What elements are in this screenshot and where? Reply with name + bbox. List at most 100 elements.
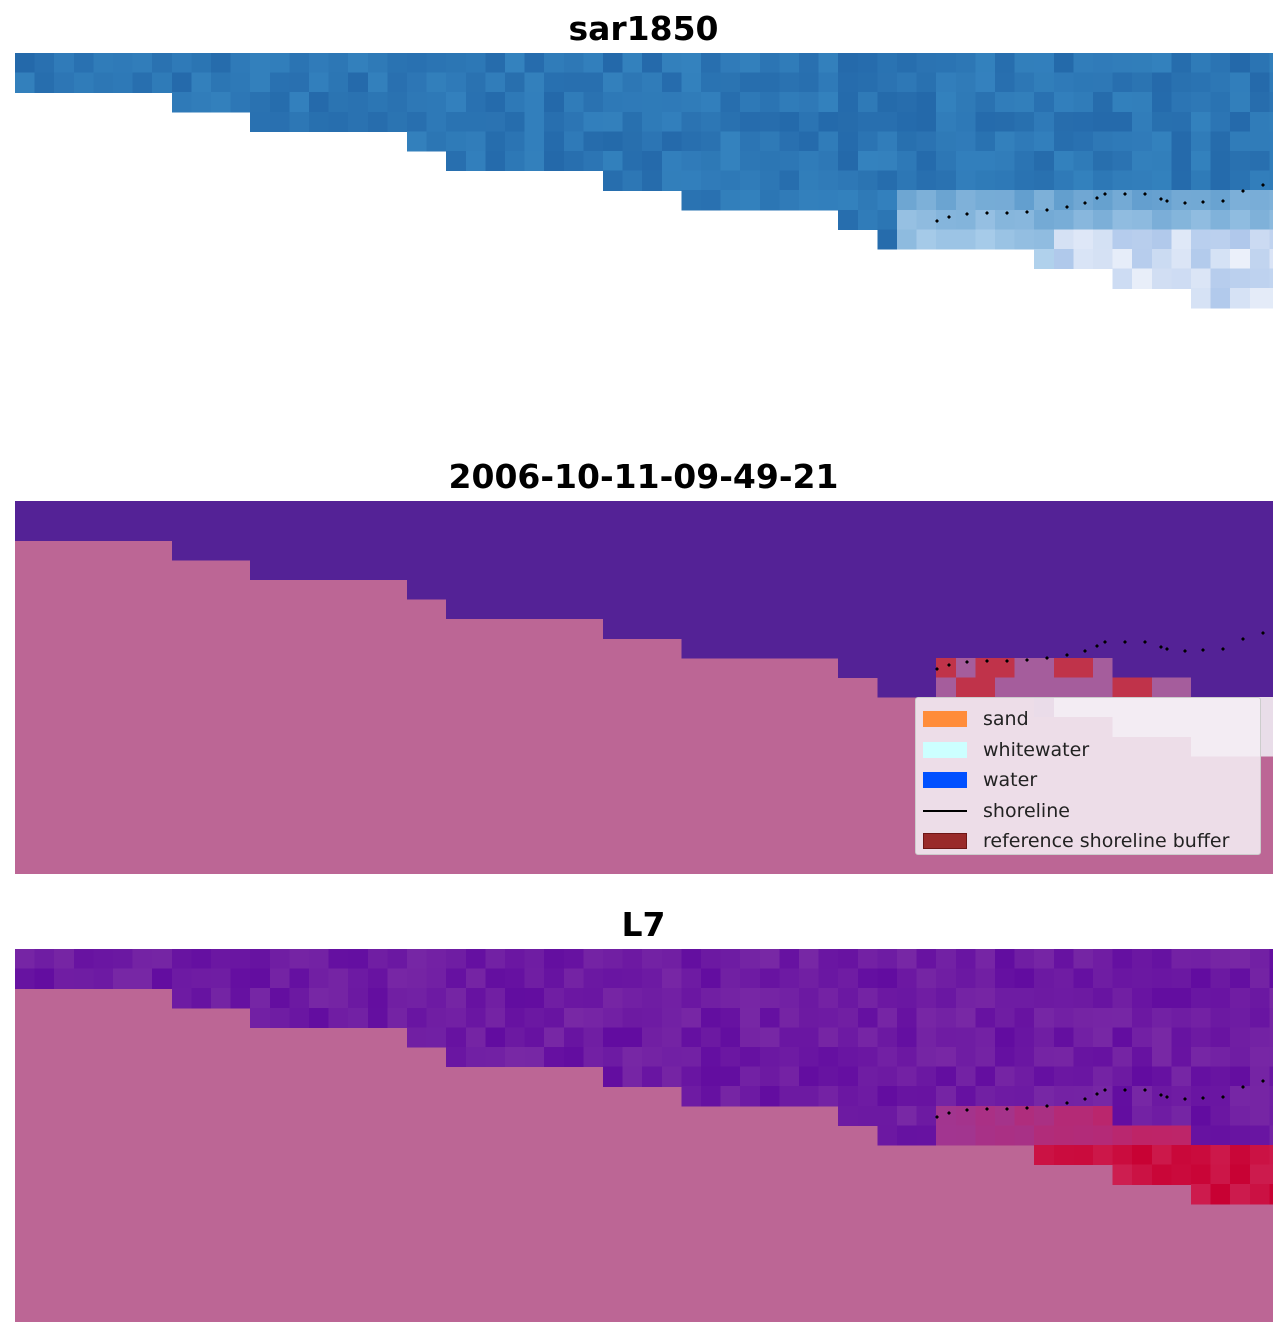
image-pixel [1171,151,1192,172]
image-pixel [544,599,565,620]
image-pixel [759,559,780,580]
image-pixel [720,599,741,620]
image-pixel [152,501,173,522]
shoreline-point [985,659,989,663]
image-pixel [1073,579,1094,600]
image-pixel [132,72,153,93]
image-pixel [1132,268,1153,289]
image-pixel [465,1047,486,1068]
image-pixel [857,501,878,522]
image-pixel [642,151,663,172]
image-pixel [1034,72,1055,93]
image-pixel [1210,1125,1231,1146]
image-pixel [34,72,55,93]
image-pixel [838,92,859,113]
image-pixel [877,618,898,639]
image-pixel [622,53,643,74]
image-pixel [897,540,918,561]
image-pixel [916,92,937,113]
image-pixel [1112,520,1133,541]
image-pixel [1034,1047,1055,1068]
image-pixel [250,53,271,74]
shoreline-point [1165,199,1169,203]
image-pixel [1191,1066,1212,1087]
image-pixel [838,657,859,678]
image-pixel [1151,1105,1172,1126]
image-pixel [799,599,820,620]
image-pixel [544,501,565,522]
image-pixel [642,170,663,191]
image-pixel [289,53,310,74]
image-pixel [877,111,898,132]
image-pixel [779,968,800,989]
image-pixel [995,92,1016,113]
image-pixel [1014,638,1035,659]
image-pixel [975,579,996,600]
image-pixel [1191,170,1212,191]
image-pixel [73,520,94,541]
panel-title-3: L7 [621,905,666,944]
image-pixel [877,53,898,74]
image-pixel [1210,229,1231,250]
image-pixel [955,638,976,659]
image-pixel [622,151,643,172]
image-pixel [1210,288,1231,309]
image-pixel [1014,559,1035,580]
image-pixel [779,559,800,580]
image-pixel [1269,988,1273,1009]
image-pixel [740,968,761,989]
image-pixel [1053,501,1074,522]
image-pixel [701,1047,722,1068]
image-pixel [563,1047,584,1068]
image-pixel [1014,1027,1035,1048]
image-pixel [622,111,643,132]
image-pixel [1034,1105,1055,1126]
image-pixel [642,92,663,113]
image-pixel [779,131,800,152]
image-pixel [1191,190,1212,211]
image-pixel [1191,599,1212,620]
image-pixel [975,92,996,113]
image-pixel [132,968,153,989]
image-pixel [955,1007,976,1028]
image-pixel [720,988,741,1009]
shoreline-point [1241,189,1245,193]
image-pixel [328,988,349,1009]
image-pixel [720,559,741,580]
image-pixel [563,53,584,74]
image-pixel [1151,677,1172,698]
image-pixel [1230,540,1251,561]
image-pixel [975,968,996,989]
image-pixel [1093,72,1114,93]
image-pixel [269,72,290,93]
image-pixel [1151,1027,1172,1048]
image-pixel [1269,618,1273,639]
image-pixel [1112,1027,1133,1048]
image-pixel [309,1007,330,1028]
image-pixel [897,1047,918,1068]
image-pixel [1034,1125,1055,1146]
image-pixel [622,1007,643,1028]
image-pixel [485,92,506,113]
image-pixel [1171,131,1192,152]
image-pixel [1132,1125,1153,1146]
image-pixel [1034,599,1055,620]
image-pixel [1249,657,1270,678]
image-pixel [544,151,565,172]
image-pixel [701,1027,722,1048]
image-pixel [799,1066,820,1087]
image-pixel [975,540,996,561]
image-pixel [1112,190,1133,211]
image-pixel [857,599,878,620]
water-swatch [923,772,967,789]
image-pixel [1230,1066,1251,1087]
image-pixel [583,1027,604,1048]
image-pixel [1132,249,1153,270]
image-pixel [857,170,878,191]
image-pixel [936,618,957,639]
image-pixel [1053,1145,1074,1166]
image-pixel [1053,170,1074,191]
image-pixel [1210,1105,1231,1126]
image-pixel [622,559,643,580]
image-pixel [661,1027,682,1048]
